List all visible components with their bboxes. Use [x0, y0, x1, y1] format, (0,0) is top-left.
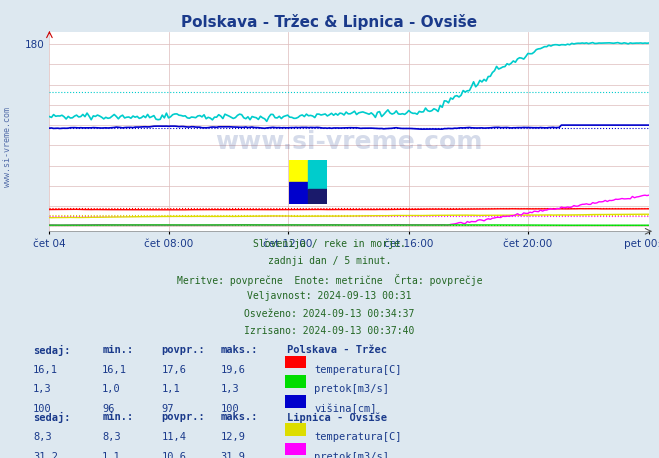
Text: 1,0: 1,0	[102, 384, 121, 394]
Text: zadnji dan / 5 minut.: zadnji dan / 5 minut.	[268, 256, 391, 267]
Text: min.:: min.:	[102, 412, 133, 422]
Text: Veljavnost: 2024-09-13 00:31: Veljavnost: 2024-09-13 00:31	[247, 291, 412, 301]
Text: www.si-vreme.com: www.si-vreme.com	[3, 107, 13, 186]
Text: pretok[m3/s]: pretok[m3/s]	[314, 384, 389, 394]
Text: 97: 97	[161, 404, 174, 414]
Text: temperatura[C]: temperatura[C]	[314, 365, 402, 375]
Text: 1,1: 1,1	[102, 452, 121, 458]
Text: 100: 100	[33, 404, 51, 414]
Text: Polskava - Tržec & Lipnica - Ovsiše: Polskava - Tržec & Lipnica - Ovsiše	[181, 14, 478, 30]
Text: 96: 96	[102, 404, 115, 414]
Polygon shape	[289, 160, 308, 182]
Text: 11,4: 11,4	[161, 432, 186, 442]
Text: www.si-vreme.com: www.si-vreme.com	[215, 130, 483, 153]
Text: povpr.:: povpr.:	[161, 345, 205, 355]
Text: temperatura[C]: temperatura[C]	[314, 432, 402, 442]
Polygon shape	[308, 160, 327, 189]
Polygon shape	[308, 189, 327, 204]
Text: Meritve: povprečne  Enote: metrične  Črta: povprečje: Meritve: povprečne Enote: metrične Črta:…	[177, 274, 482, 286]
Text: Slovenija / reke in morje.: Slovenija / reke in morje.	[253, 239, 406, 249]
Text: maks.:: maks.:	[221, 345, 258, 355]
Text: 17,6: 17,6	[161, 365, 186, 375]
Text: sedaj:: sedaj:	[33, 412, 71, 423]
Text: 10,6: 10,6	[161, 452, 186, 458]
Text: višina[cm]: višina[cm]	[314, 404, 377, 414]
Text: 16,1: 16,1	[33, 365, 58, 375]
Text: Osveženo: 2024-09-13 00:34:37: Osveženo: 2024-09-13 00:34:37	[244, 309, 415, 319]
Text: sedaj:: sedaj:	[33, 345, 71, 356]
Text: Polskava - Tržec: Polskava - Tržec	[287, 345, 387, 355]
Text: 1,3: 1,3	[33, 384, 51, 394]
Text: maks.:: maks.:	[221, 412, 258, 422]
Text: 31,9: 31,9	[221, 452, 246, 458]
Text: Lipnica - Ovsiše: Lipnica - Ovsiše	[287, 412, 387, 423]
Text: 8,3: 8,3	[33, 432, 51, 442]
Text: Izrisano: 2024-09-13 00:37:40: Izrisano: 2024-09-13 00:37:40	[244, 326, 415, 336]
Text: 8,3: 8,3	[102, 432, 121, 442]
Text: 1,3: 1,3	[221, 384, 239, 394]
Text: povpr.:: povpr.:	[161, 412, 205, 422]
Text: 19,6: 19,6	[221, 365, 246, 375]
Polygon shape	[289, 182, 308, 204]
Text: pretok[m3/s]: pretok[m3/s]	[314, 452, 389, 458]
Text: 31,2: 31,2	[33, 452, 58, 458]
Text: min.:: min.:	[102, 345, 133, 355]
Text: 1,1: 1,1	[161, 384, 180, 394]
Text: 12,9: 12,9	[221, 432, 246, 442]
Text: 100: 100	[221, 404, 239, 414]
Text: 16,1: 16,1	[102, 365, 127, 375]
